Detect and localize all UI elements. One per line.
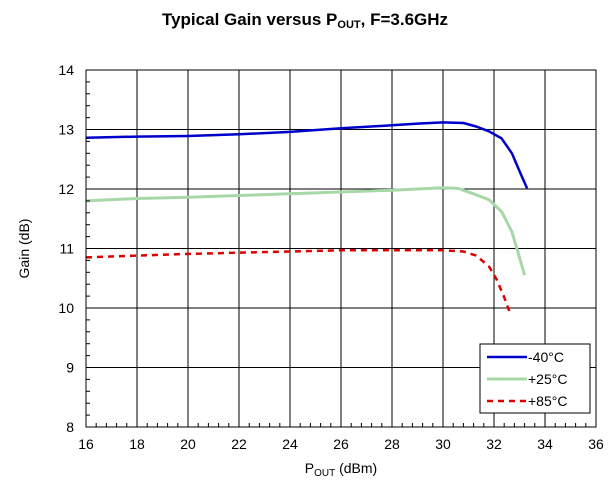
y-tick-label: 9 [66, 360, 74, 376]
y-tick-label: 13 [58, 122, 74, 138]
x-tick-label: 28 [384, 436, 400, 452]
y-tick-label: 10 [58, 300, 74, 316]
x-tick-label: 22 [231, 436, 247, 452]
series-line [85, 121, 529, 189]
series-line [85, 186, 527, 276]
series-layer [85, 121, 529, 312]
legend-label: +85°C [528, 393, 567, 409]
chart-title: Typical Gain versus POUT, F=3.6GHz [161, 10, 449, 31]
y-tick-label: 11 [59, 241, 74, 257]
y-tick-label: 12 [58, 181, 74, 197]
x-ticks: 16 18 20 22 24 26 28 30 32 34 36 [78, 423, 604, 452]
legend: -40°C +25°C +85°C [479, 343, 591, 414]
x-tick-label: 24 [282, 436, 298, 452]
x-tick-label: 26 [333, 436, 349, 452]
y-tick-label: 8 [66, 419, 74, 435]
legend-label: +25°C [528, 371, 567, 387]
x-tick-label: 32 [486, 436, 502, 452]
x-tick-label: 18 [129, 436, 145, 452]
legend-label: -40°C [528, 349, 564, 365]
x-tick-label: 16 [78, 436, 94, 452]
y-ticks: 8 9 10 11 12 13 14 [58, 62, 90, 435]
x-tick-label: 36 [588, 436, 604, 452]
x-tick-label: 20 [180, 436, 196, 452]
series-line [85, 249, 511, 312]
x-tick-label: 34 [537, 436, 553, 452]
x-tick-label: 30 [435, 436, 451, 452]
y-axis-label: Gain (dB) [16, 219, 32, 279]
y-tick-label: 14 [58, 62, 74, 78]
x-axis-label: POUT (dBm) [305, 460, 377, 479]
